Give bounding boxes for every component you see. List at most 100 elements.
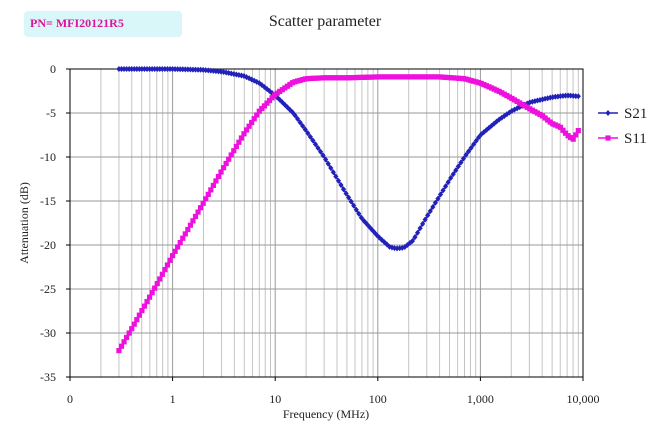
series-s11-marker [131, 321, 137, 327]
series-s21-marker [300, 122, 306, 129]
series-s11-marker [254, 112, 260, 118]
series-s11 [116, 74, 581, 354]
series-s11-marker [118, 343, 125, 349]
series-s11-marker [261, 103, 268, 109]
x-tick-label: 100 [369, 392, 387, 406]
series-s11-marker [243, 127, 250, 133]
series-s11-marker [238, 135, 245, 141]
series-s11-marker [190, 218, 196, 224]
series-s11-marker [136, 312, 142, 318]
series-s21-marker [361, 217, 367, 224]
series-s21-marker [409, 237, 416, 244]
series-s11-marker [172, 248, 178, 254]
series-s21-marker [435, 195, 441, 202]
series-s11-marker [185, 226, 191, 233]
series-s11-marker [149, 290, 155, 296]
series-s11-marker [205, 191, 211, 197]
series-s21-marker [453, 167, 459, 174]
series-s21-marker [402, 244, 408, 251]
series-s21-marker [317, 148, 324, 155]
series-s11-marker [195, 209, 201, 215]
series-s11-marker [233, 143, 239, 150]
series-s21-marker [427, 208, 433, 215]
series-s21-marker [374, 231, 380, 238]
series-s11-marker [218, 169, 224, 175]
legend: S21 S11 [598, 106, 647, 147]
series-s21-marker [399, 244, 405, 251]
y-tick-label: -10 [40, 150, 56, 164]
series-s11-marker [159, 271, 165, 277]
series-s21-marker [506, 109, 513, 116]
series-s21-marker [468, 144, 474, 151]
series-s21-marker [537, 96, 543, 103]
series-s11-marker [203, 196, 209, 202]
series-s11-marker [162, 267, 168, 273]
series-s21-marker [547, 94, 553, 101]
series-s21-marker [450, 171, 456, 178]
y-tick-label: -5 [46, 106, 56, 120]
series-s21-marker [282, 101, 288, 108]
series-s11-marker [192, 213, 199, 220]
series-s11-marker [210, 182, 216, 189]
series-s11-marker [167, 257, 173, 263]
series-s21-marker [348, 198, 354, 205]
series-s11-marker [200, 200, 206, 206]
series-s21-marker [463, 151, 469, 158]
series-s11-marker [177, 240, 183, 246]
series-s21-marker [343, 190, 349, 197]
series-s11-marker [256, 108, 262, 114]
series-s21-marker [573, 93, 579, 100]
series-s21-marker [264, 86, 270, 93]
series-s21-marker [323, 156, 329, 163]
series-s21-marker [320, 152, 326, 159]
series-s21-marker [417, 225, 423, 232]
series-s11-marker [198, 205, 204, 211]
y-tick-label: -15 [40, 194, 56, 208]
y-tick-label: -20 [40, 238, 56, 252]
series-s21-marker [254, 78, 260, 85]
x-tick-label: 10,000 [567, 392, 600, 406]
series-s11-marker [215, 173, 222, 180]
y-tick-label: -25 [40, 282, 56, 296]
series-layer [116, 66, 581, 354]
series-s21-marker [471, 141, 477, 148]
series-s11-marker [129, 326, 135, 332]
series-s21-marker [425, 212, 431, 219]
x-tick-label: 10 [269, 392, 281, 406]
series-s21-marker [414, 229, 421, 236]
series-s21-marker [330, 169, 336, 176]
part-number-badge: PN= MFI20121R5 [24, 11, 182, 37]
series-s21-marker [465, 148, 472, 155]
series-s11-marker [139, 308, 145, 314]
series-s11-marker [241, 131, 247, 137]
series-s11-marker [223, 160, 229, 167]
series-s21-marker [386, 243, 393, 250]
series-s21-marker [346, 194, 352, 201]
series-s21-marker [251, 77, 257, 84]
series-s21-marker [448, 175, 454, 182]
series-s21-marker [511, 106, 518, 113]
series-s21-marker [473, 137, 479, 144]
series-s21-marker [529, 98, 535, 105]
series-s11-marker [251, 116, 257, 122]
series-s21-marker [356, 210, 362, 217]
series-s21-marker [358, 214, 364, 221]
series-s21-marker [315, 145, 321, 152]
series-s21-marker [420, 220, 426, 227]
series-s21-marker [494, 118, 500, 125]
series-s21-marker [305, 130, 311, 137]
series-s11-marker [269, 95, 275, 101]
legend-s11-label: S11 [624, 131, 647, 147]
series-s11-marker [141, 303, 148, 309]
series-s11-marker [560, 127, 566, 133]
series-s11-marker [226, 156, 232, 162]
plot-frame [69, 68, 584, 378]
y-axis-title: Attenuation (dB) [17, 182, 31, 264]
series-s11-marker [157, 276, 163, 282]
series-s11-marker [175, 244, 181, 250]
series-s11-marker [152, 285, 158, 291]
x-tick-label: 1,000 [467, 392, 494, 406]
series-s21-marker [307, 133, 313, 140]
series-s11-marker [208, 187, 214, 193]
series-s11-marker [259, 105, 265, 112]
